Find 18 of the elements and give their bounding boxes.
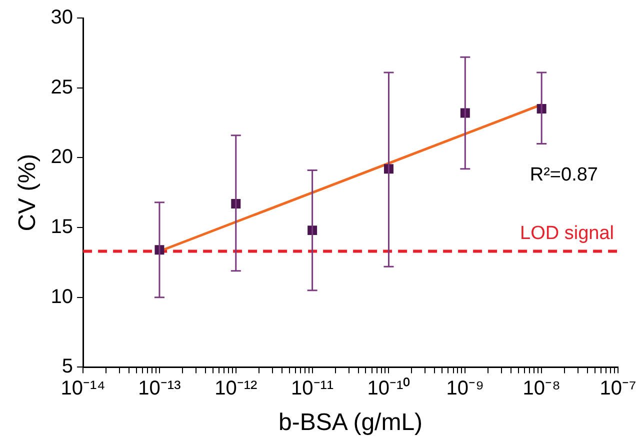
y-axis-title: CV (%)	[14, 154, 42, 232]
x-tick-label: 10⁻⁸	[522, 378, 560, 400]
ref-line-label: LOD signal	[520, 223, 614, 244]
y-tick-label: 15	[50, 216, 74, 238]
x-tick-label: 10⁻¹¹	[291, 378, 334, 400]
x-tick-label: 10⁻⁷	[600, 378, 636, 400]
x-tick-label: 10⁻¹³	[138, 378, 182, 400]
x-tick-label: 10⁻⁹	[446, 378, 484, 400]
x-tick-label: 10⁻¹²	[214, 378, 258, 400]
x-tick-label: 10⁻¹⁰	[367, 376, 410, 400]
x-axis-title: b-BSA (g/mL)	[278, 409, 423, 436]
y-tick-label: 30	[50, 6, 74, 29]
y-tick-label: 10	[50, 286, 74, 308]
y-tick-label: 5	[62, 356, 74, 378]
x-tick-label: 10⁻¹⁴	[60, 378, 106, 400]
y-tick-label: 20	[50, 146, 74, 168]
annotation: R²=0.87	[530, 164, 598, 186]
y-tick-label: 25	[50, 76, 74, 98]
